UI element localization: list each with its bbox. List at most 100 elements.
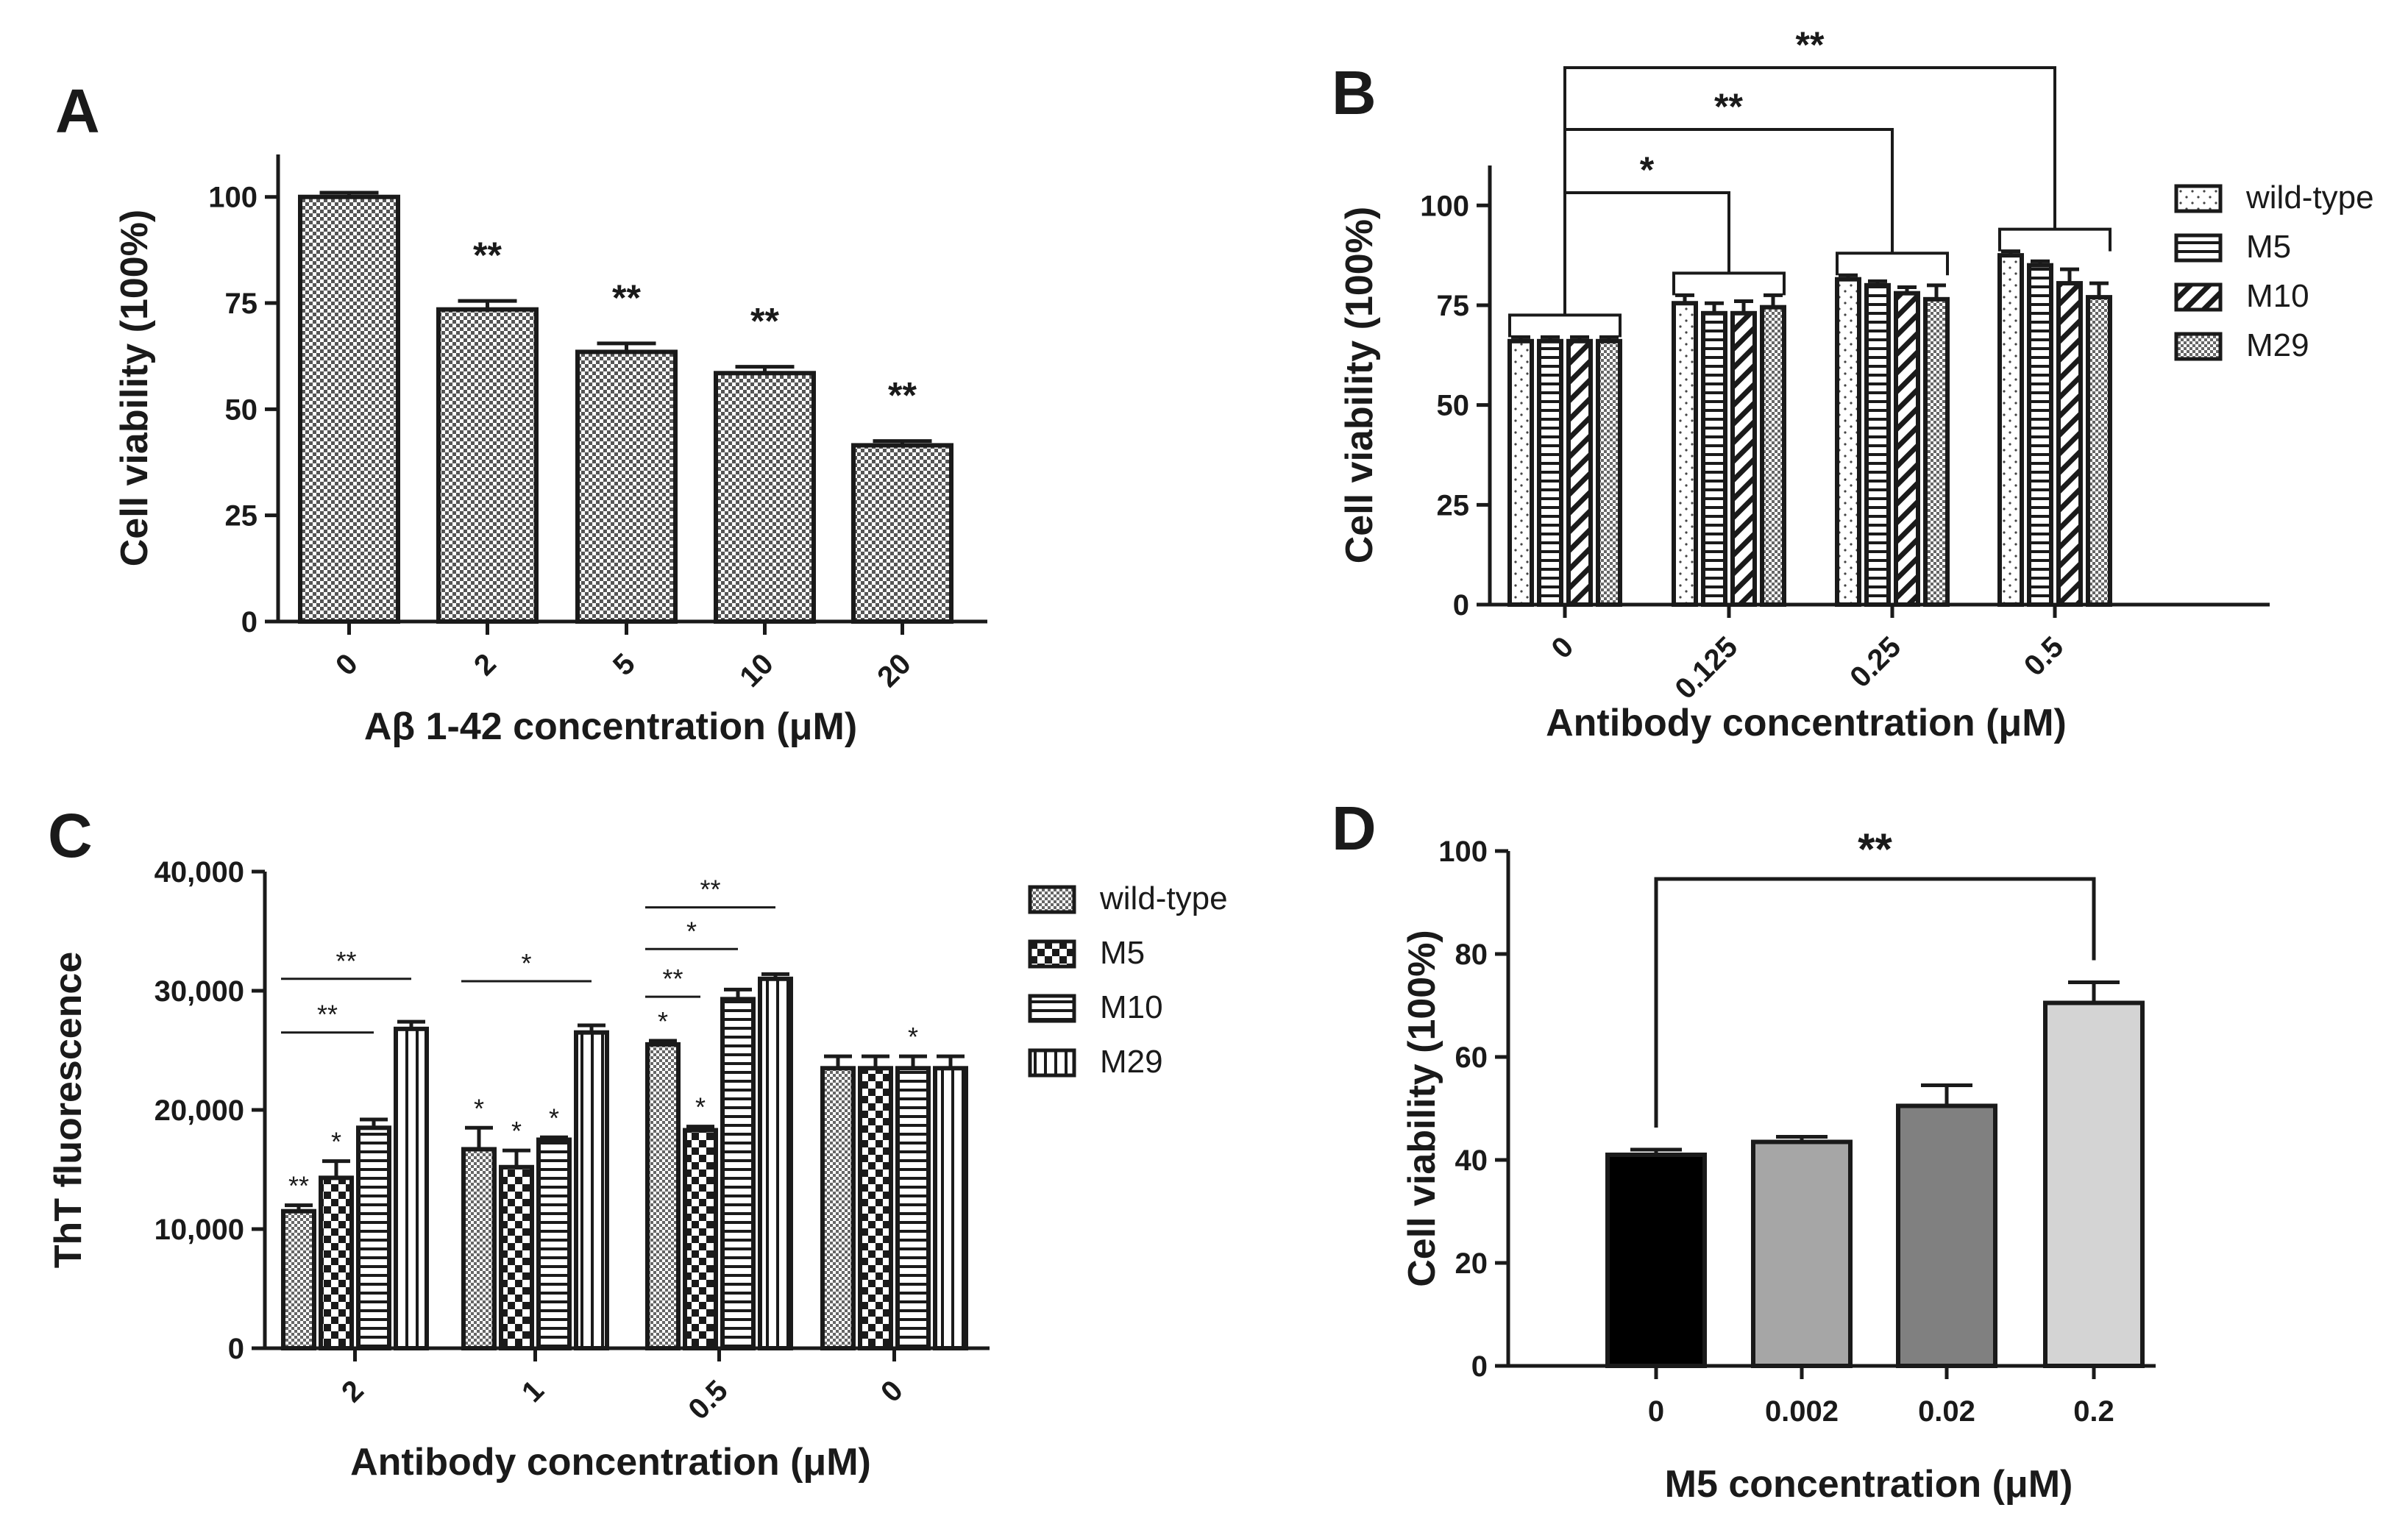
y-tick-label: 0 bbox=[1453, 589, 1469, 622]
y-tick-label: 75 bbox=[225, 288, 258, 320]
panel-letter: B bbox=[1332, 58, 1377, 127]
bar bbox=[858, 1066, 893, 1351]
group-bracket bbox=[1836, 252, 1949, 276]
x-axis-label: Antibody concentration (μM) bbox=[350, 1441, 871, 1484]
panel-d: D 0 20 40 60 80 100 Cell viability (100%) M5 con… bbox=[1332, 794, 2156, 1506]
y-axis-label: Cell viability (100%) bbox=[113, 210, 156, 567]
bar bbox=[895, 1066, 931, 1351]
legend-swatch bbox=[1028, 939, 1076, 969]
significance-label: * bbox=[908, 1022, 918, 1052]
bar bbox=[1507, 338, 1534, 607]
bar bbox=[851, 443, 953, 624]
y-tick-label: 40 bbox=[1455, 1144, 1488, 1177]
y-tick-label: 0 bbox=[1471, 1350, 1488, 1383]
y-tick-label: 10,000 bbox=[155, 1214, 244, 1246]
significance-label: ** bbox=[662, 964, 683, 994]
x-tick-label: 0 bbox=[1648, 1395, 1664, 1428]
legend-swatch bbox=[1028, 885, 1076, 914]
y-tick-label: 30,000 bbox=[155, 975, 244, 1008]
significance-bracket bbox=[1563, 66, 2056, 316]
bar bbox=[645, 1042, 681, 1351]
panel-c: C 0 10,000 20,000 30,000 40,000 ThT fluorescen… bbox=[47, 801, 1228, 1484]
bar bbox=[1896, 1103, 1997, 1368]
x-tick-label: 0.5 bbox=[682, 1374, 734, 1425]
y-tick-label: 75 bbox=[1437, 290, 1470, 322]
y-tick-label: 50 bbox=[225, 394, 258, 426]
panel-b: B 0 25 50 75 100 Cell viability (100%) Antibody… bbox=[1332, 24, 2374, 744]
bar bbox=[1760, 305, 1786, 607]
legend-label: M10 bbox=[2246, 278, 2309, 314]
significance-bracket bbox=[1563, 191, 1730, 316]
bar bbox=[499, 1164, 534, 1351]
y-tick-label: 100 bbox=[208, 182, 258, 214]
x-tick-label: 0 bbox=[330, 647, 364, 682]
bar bbox=[1894, 291, 1920, 607]
bar bbox=[461, 1147, 497, 1350]
significance-bracket bbox=[1654, 877, 2096, 1128]
bar bbox=[1605, 1153, 1707, 1368]
y-tick-label: 60 bbox=[1455, 1042, 1488, 1074]
y-tick-label: 20,000 bbox=[155, 1094, 244, 1127]
bar bbox=[820, 1066, 856, 1351]
bar bbox=[436, 307, 539, 624]
significance-label: ** bbox=[750, 301, 779, 342]
legend-label: M5 bbox=[2246, 229, 2291, 265]
legend-label: M10 bbox=[1100, 989, 1163, 1025]
group-bracket bbox=[1672, 271, 1786, 296]
legend-label: M29 bbox=[1100, 1044, 1163, 1080]
legend-swatch bbox=[2174, 233, 2223, 263]
bar bbox=[2043, 1000, 2145, 1368]
bar bbox=[1864, 282, 1891, 607]
y-tick-label: 25 bbox=[225, 500, 258, 533]
legend-label: M5 bbox=[1100, 935, 1145, 971]
legend-label: wild-type bbox=[1099, 880, 1228, 916]
significance-label: * bbox=[474, 1093, 484, 1123]
bar bbox=[1537, 338, 1563, 607]
bar bbox=[1923, 296, 1950, 607]
legend-swatch bbox=[1028, 1048, 1076, 1078]
panel-letter: C bbox=[48, 801, 93, 870]
y-tick-label: 20 bbox=[1455, 1247, 1488, 1280]
y-axis-label: Cell viability (100%) bbox=[1401, 930, 1443, 1287]
legend-swatch bbox=[2174, 184, 2223, 213]
legend-label: M29 bbox=[2246, 327, 2309, 363]
x-tick-label: 0 bbox=[1546, 630, 1580, 665]
bar bbox=[356, 1125, 391, 1351]
significance-label: ** bbox=[473, 235, 502, 276]
bar bbox=[933, 1066, 968, 1351]
legend-swatch bbox=[1028, 994, 1076, 1023]
y-tick-label: 0 bbox=[241, 606, 258, 638]
bar bbox=[2027, 263, 2053, 607]
bar bbox=[394, 1026, 429, 1350]
bar bbox=[319, 1175, 354, 1350]
legend-swatch bbox=[2174, 282, 2223, 312]
significance-label: * bbox=[1640, 149, 1655, 191]
bar bbox=[1701, 310, 1727, 607]
y-tick-label: 25 bbox=[1437, 489, 1470, 521]
bar bbox=[720, 997, 756, 1350]
significance-label: ** bbox=[288, 1171, 309, 1201]
bar bbox=[1730, 310, 1757, 607]
significance-label: ** bbox=[317, 1000, 338, 1030]
significance-label: ** bbox=[888, 375, 917, 416]
bar bbox=[2056, 281, 2083, 607]
bar bbox=[1566, 338, 1593, 607]
x-tick-label: 0.2 bbox=[2073, 1395, 2114, 1428]
y-tick-label: 100 bbox=[1438, 836, 1488, 868]
x-tick-label: 0.002 bbox=[1765, 1395, 1839, 1428]
bar bbox=[1835, 277, 1861, 607]
bar bbox=[2086, 295, 2112, 607]
x-tick-label: 0.02 bbox=[1918, 1395, 1975, 1428]
x-tick-label: 0 bbox=[875, 1374, 909, 1409]
significance-label: ** bbox=[335, 946, 356, 976]
legend-label: wild-type bbox=[2245, 179, 2374, 216]
x-axis-label: Aβ 1-42 concentration (μM) bbox=[364, 705, 857, 748]
bar bbox=[1997, 253, 2024, 607]
x-tick-label: 0.5 bbox=[2018, 630, 2070, 682]
significance-label: ** bbox=[700, 875, 720, 905]
x-tick-label: 10 bbox=[734, 647, 780, 694]
x-tick-label: 2 bbox=[468, 647, 502, 682]
bar bbox=[1596, 338, 1622, 607]
bar bbox=[536, 1137, 572, 1350]
